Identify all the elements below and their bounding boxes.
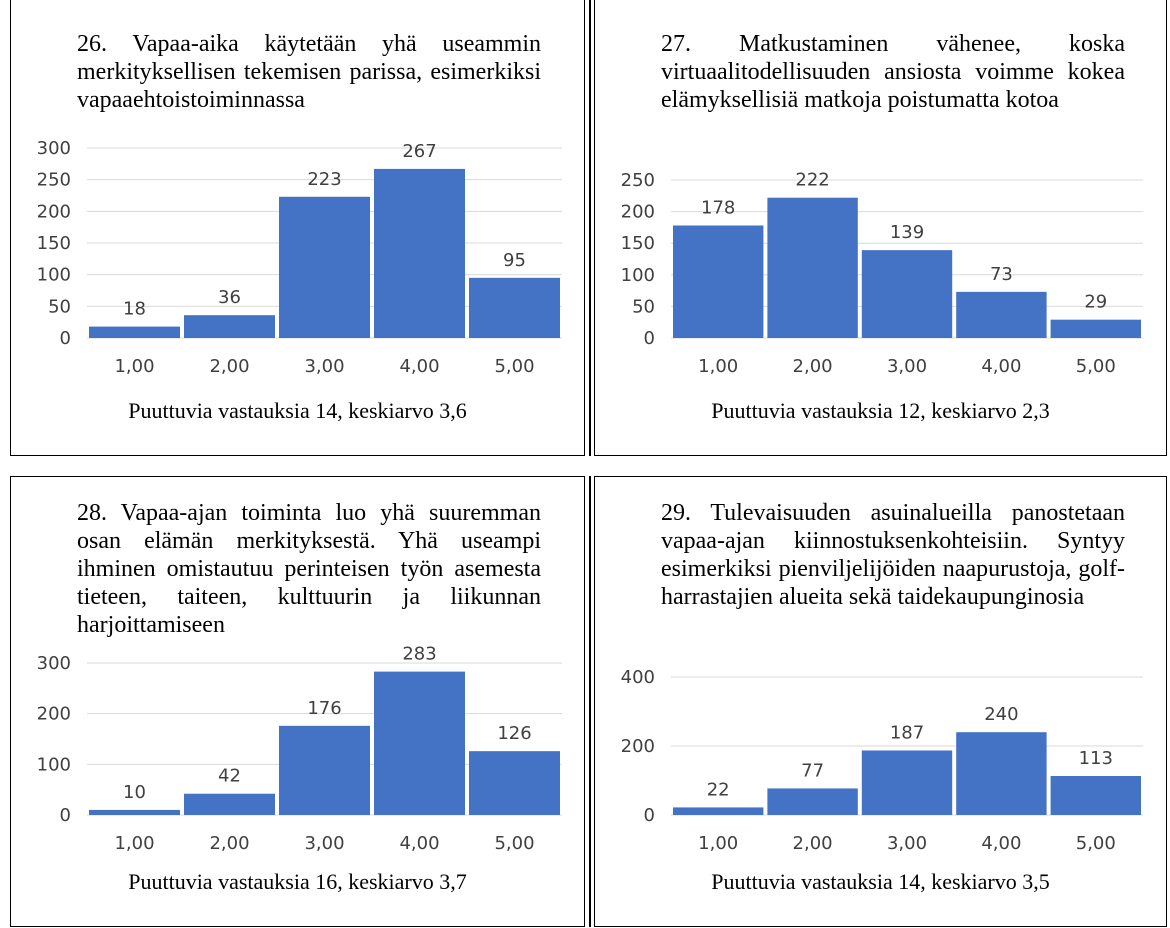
x-tick-label: 4,00 [981, 356, 1021, 377]
bar [279, 725, 370, 815]
chart-footnote-29: Puuttuvia vastauksia 14, keskiarvo 3,5 [711, 869, 1050, 894]
bar [1050, 319, 1141, 338]
chart-title-27: 27. Matkustaminen vähenee, koska virtuaa… [661, 31, 1125, 113]
x-tick-label: 4,00 [981, 833, 1021, 854]
bar [861, 750, 953, 815]
y-tick-label: 0 [60, 805, 71, 826]
data-label: 176 [307, 698, 341, 719]
bar [956, 732, 1047, 815]
y-tick-label: 0 [644, 328, 655, 349]
chart-panel-29: 29. Tulevaisuuden asuinalueilla panostet… [594, 476, 1167, 927]
data-label: 36 [218, 287, 241, 308]
data-label: 139 [890, 222, 924, 243]
y-tick-label: 300 [37, 653, 71, 674]
bar-chart-28: 0 100 200 300 10 1,00 42 2,00 176 3,00 283 4,00 126 5… [37, 644, 562, 854]
bar [374, 671, 465, 815]
bar [767, 788, 858, 815]
data-label: 222 [795, 170, 829, 191]
x-tick-label: 3,00 [304, 356, 344, 377]
data-label: 240 [984, 704, 1018, 725]
bar [1050, 776, 1141, 815]
column-divider-bottom [589, 476, 591, 927]
data-label: 95 [503, 250, 526, 271]
y-tick-label: 200 [37, 704, 71, 725]
data-label: 187 [890, 722, 924, 743]
x-tick-label: 5,00 [494, 356, 534, 377]
x-tick-label: 5,00 [494, 833, 534, 854]
chart-footnote-27: Puuttuvia vastauksia 12, keskiarvo 2,3 [711, 398, 1050, 423]
chart-footnote-26: Puuttuvia vastauksia 14, keskiarvo 3,6 [128, 398, 467, 423]
bar [184, 793, 275, 815]
chart-panel-27: 27. Matkustaminen vähenee, koska virtuaa… [594, 0, 1167, 456]
bar [861, 250, 953, 338]
data-label: 73 [990, 264, 1013, 285]
bar [89, 809, 180, 815]
chart-footnote-28: Puuttuvia vastauksia 16, keskiarvo 3,7 [128, 869, 467, 894]
data-label: 283 [402, 644, 436, 665]
data-label: 178 [701, 198, 735, 219]
y-tick-label: 200 [37, 201, 71, 222]
bar [956, 291, 1047, 338]
bar [374, 168, 465, 338]
bar [673, 225, 764, 338]
x-tick-label: 2,00 [793, 356, 833, 377]
data-label: 267 [402, 141, 436, 162]
x-tick-label: 1,00 [114, 833, 154, 854]
y-tick-label: 50 [632, 296, 655, 317]
y-tick-label: 250 [37, 170, 71, 191]
chart-panel-26: 26. Vapaa-aika käytetään yhä useammin me… [10, 0, 585, 456]
y-tick-label: 50 [48, 296, 71, 317]
y-tick-label: 100 [37, 754, 71, 775]
y-tick-label: 400 [621, 667, 655, 688]
y-tick-label: 0 [60, 328, 71, 349]
bar [89, 326, 180, 338]
data-label: 22 [707, 779, 730, 800]
bar-chart-26: 0 50 100 150 200 250 300 18 1,00 36 2,00 223 3,00 267… [37, 138, 562, 377]
data-label: 29 [1084, 292, 1107, 313]
bar-chart-27: 0 50 100 150 200 250 178 1,00 222 2,00 139 3,00 73 4,… [621, 170, 1143, 377]
y-tick-label: 200 [621, 202, 655, 223]
x-tick-label: 3,00 [887, 356, 927, 377]
x-tick-label: 5,00 [1076, 833, 1116, 854]
bar [279, 196, 370, 338]
chart-title-26: 26. Vapaa-aika käytetään yhä useammin me… [77, 31, 541, 113]
bar [469, 277, 560, 338]
y-tick-label: 150 [621, 233, 655, 254]
data-label: 113 [1079, 748, 1113, 769]
x-tick-label: 2,00 [793, 833, 833, 854]
data-label: 223 [307, 169, 341, 190]
y-tick-label: 300 [37, 138, 71, 159]
bar [184, 315, 275, 338]
bar [673, 807, 764, 815]
x-tick-label: 1,00 [698, 356, 738, 377]
x-tick-label: 5,00 [1076, 356, 1116, 377]
data-label: 10 [123, 782, 146, 803]
y-tick-label: 250 [621, 170, 655, 191]
x-tick-label: 4,00 [399, 356, 439, 377]
chart-panel-28: 28. Vapaa-ajan toiminta luo yhä suuremma… [10, 476, 585, 927]
data-label: 18 [123, 299, 146, 320]
data-label: 126 [497, 723, 531, 744]
y-tick-label: 200 [621, 736, 655, 757]
x-tick-label: 1,00 [114, 356, 154, 377]
bar [469, 751, 560, 815]
column-divider-top [589, 0, 591, 456]
y-tick-label: 0 [644, 805, 655, 826]
y-tick-label: 100 [621, 265, 655, 286]
x-tick-label: 4,00 [399, 833, 439, 854]
x-tick-label: 2,00 [209, 356, 249, 377]
chart-title-28: 28. Vapaa-ajan toiminta luo yhä suuremma… [77, 500, 541, 638]
bar [767, 197, 858, 338]
x-tick-label: 1,00 [698, 833, 738, 854]
y-tick-label: 100 [37, 265, 71, 286]
x-tick-label: 3,00 [304, 833, 344, 854]
data-label: 77 [801, 760, 824, 781]
chart-title-29: 29. Tulevaisuuden asuinalueilla panostet… [661, 500, 1125, 610]
bar-chart-29: 0 200 400 22 1,00 77 2,00 187 3,00 240 4,00 113 5,00 [621, 667, 1143, 854]
x-tick-label: 3,00 [887, 833, 927, 854]
y-tick-label: 150 [37, 233, 71, 254]
data-label: 42 [218, 766, 241, 787]
x-tick-label: 2,00 [209, 833, 249, 854]
